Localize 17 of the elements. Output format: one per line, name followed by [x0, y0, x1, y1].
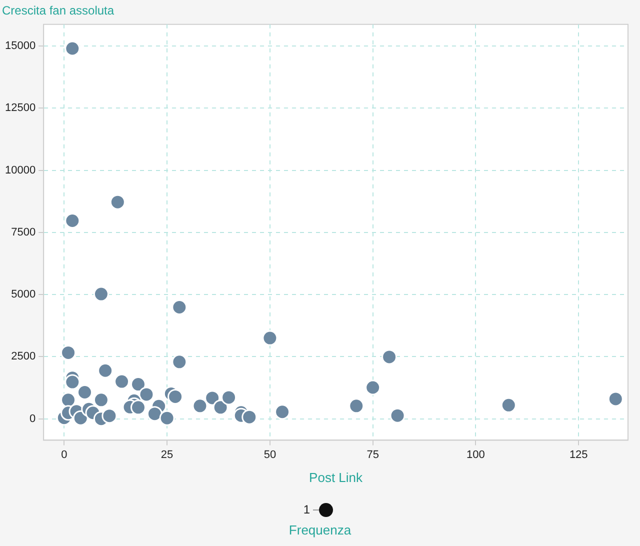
- y-tick-label: 12500: [4, 102, 36, 114]
- chart-title: Crescita fan assoluta: [2, 4, 114, 18]
- x-tick-label: 75: [366, 448, 379, 461]
- x-tick-label: 25: [160, 448, 174, 461]
- x-tick-label: 125: [569, 448, 588, 461]
- y-tick-label: 5000: [11, 288, 36, 301]
- x-tick-label: 0: [61, 448, 68, 461]
- x-axis-title: Post Link: [309, 470, 364, 485]
- legend-title: Frequenza: [288, 522, 352, 538]
- x-tick-label: 100: [466, 448, 485, 461]
- y-tick-label: 10000: [4, 164, 36, 176]
- y-tick-label: 15000: [4, 40, 36, 52]
- legend-label: 1: [303, 502, 310, 516]
- y-tick-label: 0: [29, 412, 36, 425]
- x-tick-label: 50: [264, 448, 276, 461]
- y-tick-label: 2500: [11, 350, 36, 363]
- y-tick-label: 7500: [11, 226, 36, 238]
